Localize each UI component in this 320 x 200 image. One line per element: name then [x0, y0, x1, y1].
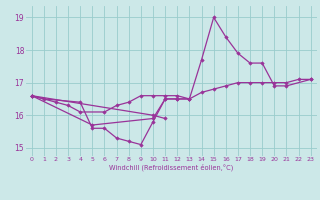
X-axis label: Windchill (Refroidissement éolien,°C): Windchill (Refroidissement éolien,°C) [109, 164, 233, 171]
